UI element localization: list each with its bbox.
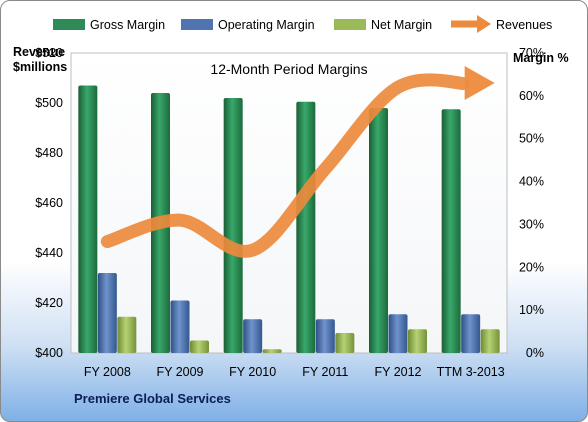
revenues-line [100, 66, 495, 258]
legend-swatch-operating-margin [181, 19, 213, 30]
bar-operating-margin [243, 319, 263, 353]
category-label: FY 2008 [84, 365, 131, 379]
bar-operating-margin [97, 273, 117, 353]
chart-title: 12-Month Period Margins [210, 61, 367, 77]
left-axis-tick-label: $400 [35, 346, 63, 360]
right-axis-tick-label: 10% [519, 303, 544, 317]
legend-swatch-net-margin [334, 19, 366, 30]
category-label: FY 2009 [156, 365, 203, 379]
legend-swatch-gross-margin [53, 19, 85, 30]
left-axis-title-line1: Revenue [13, 45, 65, 59]
legend-swatch-revenues [451, 15, 491, 33]
bar-net-margin [190, 340, 209, 353]
right-axis-tick-label: 50% [519, 132, 544, 146]
right-axis-tick-label: 40% [519, 175, 544, 189]
category-labels: FY 2008 FY 2009 FY 2010 FY 2011 FY 2012 TTM 3… [84, 365, 505, 379]
legend-label-revenues: Revenues [496, 18, 552, 32]
legend-label-gross-margin: Gross Margin [90, 18, 165, 32]
legend-label-operating-margin: Operating Margin [218, 18, 315, 32]
right-axis-title: Margin % [513, 51, 569, 65]
category-label: FY 2010 [229, 365, 276, 379]
plot-area [70, 52, 508, 354]
bar-operating-margin [461, 314, 481, 353]
bar-gross-margin [223, 98, 243, 353]
bar-operating-margin [315, 319, 335, 353]
left-axis-tick-label: $520 [35, 46, 63, 60]
right-axis-tick-label: 70% [519, 46, 544, 60]
left-axis-tick-label: $500 [35, 96, 63, 110]
left-axis-ticks: $400 $420 $440 $460 $480 $500 $520 [35, 46, 63, 360]
revenues-curve [100, 73, 470, 258]
left-axis-title-line2: $millions [13, 60, 67, 74]
bar-gross-margin [441, 109, 461, 353]
left-axis-tick-label: $480 [35, 146, 63, 160]
left-axis-tick-label: $420 [35, 296, 63, 310]
right-axis-tick-label: 20% [519, 260, 544, 274]
bar-gross-margin [369, 108, 388, 353]
category-label: FY 2011 [302, 365, 348, 379]
bar-net-margin [480, 329, 500, 353]
right-axis-tick-label: 60% [519, 89, 544, 103]
bar-gross-margin [296, 101, 316, 353]
bars [78, 85, 500, 353]
legend-label-net-margin: Net Margin [371, 18, 432, 32]
right-axis-tick-label: 0% [526, 346, 544, 360]
bar-net-margin [335, 333, 355, 353]
right-axis-ticks: 0% 10% 20% 30% 40% 50% 60% 70% [519, 46, 544, 360]
category-label: TTM 3-2013 [437, 365, 505, 379]
right-axis-tick-label: 30% [519, 217, 544, 231]
left-axis-tick-label: $440 [35, 246, 63, 260]
footer-company-name: Premiere Global Services [74, 391, 231, 406]
bar-net-margin [117, 316, 137, 353]
legend: Gross Margin Operating Margin Net Margin… [53, 15, 552, 33]
bar-net-margin [262, 349, 282, 353]
bar-net-margin [408, 329, 427, 353]
bar-operating-margin [170, 300, 190, 353]
bar-gross-margin [78, 85, 98, 353]
left-axis-tick-label: $460 [35, 196, 63, 210]
bar-operating-margin [388, 314, 408, 353]
revenues-arrowhead [464, 66, 495, 100]
category-label: FY 2012 [374, 365, 421, 379]
